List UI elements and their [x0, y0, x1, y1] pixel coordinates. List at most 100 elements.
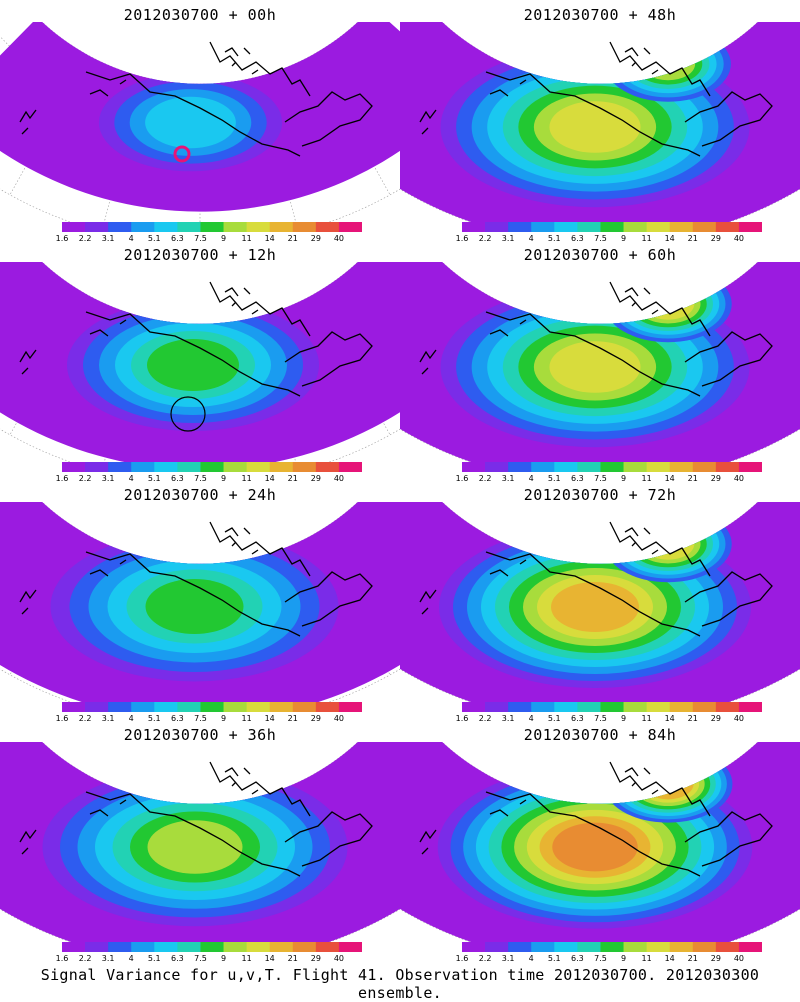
panel-title: 2012030700 + 60h: [523, 246, 677, 264]
forecast-panel: 2012030700 + 24h 1.6 2.2 3.1 4 5.1 6.3 7.5 9 11 14…: [0, 480, 400, 725]
colorbar-swatch: [131, 942, 155, 952]
colorbar-tick-label: 11: [641, 474, 652, 483]
colorbar-swatch: [485, 462, 509, 472]
colorbar-swatch: [108, 702, 132, 712]
colorbar-swatch: [669, 222, 694, 232]
colorbar-tick-label: 6.3: [171, 714, 184, 723]
colorbar-tick-label: 9: [220, 474, 227, 483]
colorbar-swatch: [485, 942, 509, 952]
colorbar-tick-label: 1.6: [55, 714, 69, 723]
colorbar-swatch: [315, 942, 340, 952]
colorbar-swatch: [85, 462, 109, 472]
coastline: [419, 281, 773, 397]
colorbar-tick-label: 21: [287, 474, 298, 483]
colorbar-tick-label: 14: [264, 234, 275, 243]
colorbar-swatch: [292, 462, 317, 472]
colorbar: [62, 702, 362, 712]
colorbar-tick-label: 2.2: [478, 954, 492, 963]
colorbar-swatch: [246, 222, 271, 232]
colorbar-swatch: [554, 462, 578, 472]
colorbar-tick-label: 14: [664, 234, 675, 243]
panel-title: 2012030700 + 36h: [123, 726, 277, 744]
colorbar-swatch: [131, 462, 155, 472]
forecast-panel: 2012030700 + 84h 1.6 2.2 3.1 4 5.1 6.3 7.5 9 11 14…: [400, 720, 800, 965]
colorbar-labels: 1.6 2.2 3.1 4 5.1 6.3 7.5 9 11 14 21 29 40: [50, 234, 370, 244]
colorbar-tick-label: 2.2: [78, 954, 92, 963]
colorbar-swatch: [577, 942, 601, 952]
colorbar-swatch: [200, 222, 224, 232]
colorbar-swatch: [338, 942, 362, 952]
colorbar-swatch: [315, 702, 340, 712]
colorbar-tick-label: 9: [220, 234, 227, 243]
colorbar-tick-label: 29: [710, 234, 721, 243]
colorbar-tick-label: 6.3: [171, 474, 184, 483]
colorbar-swatch: [108, 462, 132, 472]
colorbar-swatch: [62, 702, 86, 712]
colorbar-swatch: [623, 462, 648, 472]
variance-field: [0, 742, 400, 942]
colorbar-tick-label: 1.6: [55, 234, 69, 243]
colorbar-swatch: [646, 702, 671, 712]
colorbar-swatch: [508, 942, 532, 952]
colorbar-swatch: [646, 462, 671, 472]
colorbar-tick-label: 6.3: [571, 234, 584, 243]
colorbar-swatch: [738, 702, 762, 712]
coastline: [419, 41, 773, 157]
colorbar-tick-label: 21: [687, 714, 698, 723]
colorbar-swatch: [692, 222, 717, 232]
colorbar-tick-label: 9: [620, 234, 627, 243]
colorbar-swatch: [131, 222, 155, 232]
colorbar-tick-label: 11: [641, 954, 652, 963]
colorbar-tick-label: 5.1: [147, 234, 161, 243]
variance-map: [0, 502, 400, 702]
colorbar-tick-label: 21: [687, 474, 698, 483]
colorbar-swatch: [646, 942, 671, 952]
colorbar-tick-label: 9: [220, 714, 227, 723]
colorbar-tick-label: 7.5: [594, 954, 607, 963]
panel-title: 2012030700 + 00h: [123, 6, 277, 24]
colorbar-swatch: [223, 222, 248, 232]
colorbar-tick-label: 9: [220, 954, 227, 963]
colorbar-tick-label: 11: [241, 954, 252, 963]
colorbar-swatch: [692, 702, 717, 712]
colorbar-swatch: [131, 702, 155, 712]
variance-field: [0, 502, 400, 702]
colorbar-swatch: [462, 462, 486, 472]
colorbar-swatch: [577, 702, 601, 712]
variance-map: [400, 262, 800, 462]
colorbar-swatch: [62, 462, 86, 472]
colorbar-tick-label: 11: [641, 234, 652, 243]
variance-map: [0, 742, 400, 942]
colorbar-swatch: [292, 222, 317, 232]
colorbar-tick-label: 40: [733, 954, 745, 963]
colorbar-swatch: [223, 942, 248, 952]
colorbar-swatch: [200, 702, 224, 712]
colorbar-tick-label: 29: [310, 234, 321, 243]
colorbar-tick-label: 21: [687, 234, 698, 243]
colorbar-tick-label: 7.5: [194, 474, 207, 483]
colorbar-swatch: [715, 942, 740, 952]
colorbar-tick-label: 11: [241, 474, 252, 483]
variance-field: [400, 742, 800, 942]
colorbar-swatch: [531, 942, 555, 952]
colorbar: [462, 702, 762, 712]
coastline: [419, 521, 773, 637]
colorbar-tick-label: 40: [733, 714, 745, 723]
variance-field: [0, 22, 400, 212]
colorbar-tick-label: 7.5: [594, 234, 607, 243]
colorbar-swatch: [85, 942, 109, 952]
colorbar-tick-label: 1.6: [455, 954, 469, 963]
colorbar-tick-label: 29: [310, 474, 321, 483]
colorbar-tick-label: 7.5: [194, 234, 207, 243]
colorbar-swatch: [646, 222, 671, 232]
colorbar-swatch: [600, 462, 624, 472]
coastline: [19, 521, 373, 637]
colorbar: [62, 462, 362, 472]
colorbar-tick-label: 29: [710, 954, 721, 963]
colorbar-swatch: [269, 942, 294, 952]
colorbar-tick-label: 9: [620, 474, 627, 483]
colorbar-swatch: [485, 222, 509, 232]
colorbar-swatch: [715, 462, 740, 472]
colorbar-tick-label: 21: [687, 954, 698, 963]
colorbar: [62, 222, 362, 232]
